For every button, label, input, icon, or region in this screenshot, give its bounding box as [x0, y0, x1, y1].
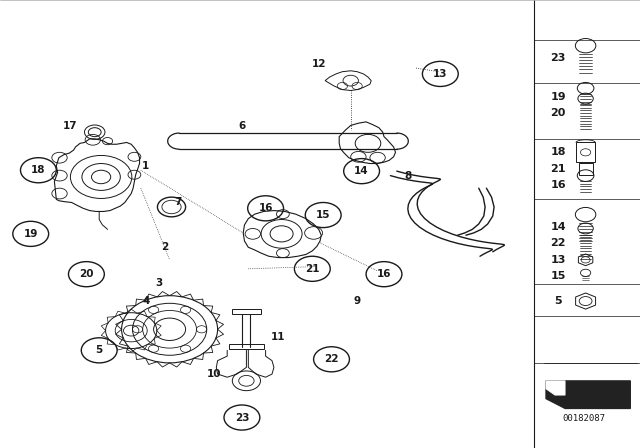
Text: 20: 20 [550, 108, 566, 118]
Text: 3: 3 [155, 278, 163, 288]
Text: 14: 14 [355, 166, 369, 176]
Polygon shape [546, 381, 630, 409]
Text: 15: 15 [550, 271, 566, 281]
Text: 2: 2 [161, 242, 169, 252]
Text: 19: 19 [550, 92, 566, 102]
Text: 6: 6 [238, 121, 246, 131]
Text: 7: 7 [174, 198, 182, 207]
Text: 23: 23 [550, 53, 566, 63]
Text: 12: 12 [312, 59, 326, 69]
Text: 9: 9 [353, 296, 361, 306]
Text: 16: 16 [377, 269, 391, 279]
Text: 18: 18 [31, 165, 45, 175]
Text: 20: 20 [79, 269, 93, 279]
Text: 21: 21 [305, 264, 319, 274]
Text: 1: 1 [142, 161, 150, 171]
Text: 18: 18 [550, 147, 566, 157]
Text: 14: 14 [550, 222, 566, 232]
Text: 13: 13 [550, 255, 566, 265]
Text: 22: 22 [324, 354, 339, 364]
Text: 19: 19 [24, 229, 38, 239]
Text: 17: 17 [63, 121, 77, 131]
Text: 13: 13 [433, 69, 447, 79]
Text: 8: 8 [404, 171, 412, 181]
Text: 22: 22 [550, 238, 566, 248]
Text: 21: 21 [550, 164, 566, 174]
Text: 23: 23 [235, 413, 249, 422]
Text: 5: 5 [554, 296, 562, 306]
Text: 11: 11 [271, 332, 285, 342]
Text: 4: 4 [142, 296, 150, 306]
Text: 16: 16 [550, 180, 566, 190]
Polygon shape [546, 381, 565, 395]
Text: 00182087: 00182087 [562, 414, 605, 423]
Text: 15: 15 [316, 210, 330, 220]
Text: 16: 16 [259, 203, 273, 213]
Text: 10: 10 [207, 369, 221, 379]
Text: 5: 5 [95, 345, 103, 355]
